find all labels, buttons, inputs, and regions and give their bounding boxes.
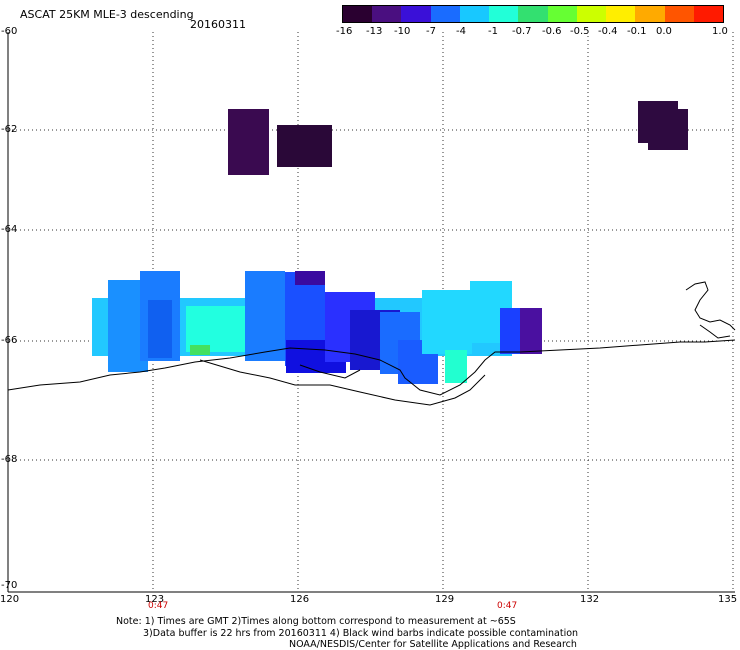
lon-label: 126 (290, 594, 310, 605)
lat-label: -62 (1, 124, 18, 135)
colorbar-swatch (459, 6, 490, 22)
lat-label: -64 (1, 224, 18, 235)
colorbar-swatch (489, 6, 519, 22)
colorbar-swatch (664, 6, 694, 22)
colorbar-label: -0.1 (627, 26, 647, 37)
colorbar-label: -0.6 (542, 26, 562, 37)
lat-label: -68 (1, 454, 18, 465)
lon-label: 129 (435, 594, 455, 605)
colorbar-label: -13 (366, 26, 383, 37)
lon-label: 120 (0, 594, 20, 605)
note-line-1: Note: 1) Times are GMT 2)Times along bot… (116, 616, 516, 627)
coastline (7, 281, 736, 406)
data-cell (422, 290, 472, 354)
colorbar-label: -0.7 (512, 26, 532, 37)
colorbar-swatch (401, 6, 431, 22)
colorbar-swatch (343, 6, 373, 22)
colorbar-label: -10 (394, 26, 411, 37)
lon-label: 123 (145, 594, 165, 605)
colorbar-swatch (518, 6, 548, 22)
colorbar-swatch (606, 6, 636, 22)
data-cell (228, 109, 269, 175)
lon-label: 135 (718, 594, 738, 605)
colorbar-label: -0.4 (598, 26, 618, 37)
colorbar-label: 1.0 (712, 26, 728, 37)
time-label: 0:47 (497, 601, 518, 611)
data-cell (186, 306, 250, 352)
map-frame (7, 32, 735, 593)
note-line-3: NOAA/NESDIS/Center for Satellite Applica… (289, 639, 577, 650)
map-date: 20160311 (190, 18, 246, 31)
colorbar-label: -16 (336, 26, 353, 37)
colorbar-label: -4 (456, 26, 466, 37)
colorbar-swatch (576, 6, 607, 22)
lat-label: -66 (1, 335, 18, 346)
colorbar-label: -0.5 (570, 26, 590, 37)
colorbar-swatch (635, 6, 665, 22)
colorbar (342, 5, 724, 23)
lat-label: -60 (1, 26, 18, 37)
map-title: ASCAT 25KM MLE-3 descending (20, 8, 194, 21)
note-line-2: 3)Data buffer is 22 hrs from 20160311 4)… (143, 628, 579, 639)
data-cell (295, 271, 325, 285)
data-cell (445, 350, 467, 383)
colorbar-label: 0.0 (656, 26, 672, 37)
data-cell (277, 125, 332, 167)
wind-data-cells (92, 101, 688, 384)
lat-label: -70 (1, 580, 18, 591)
colorbar-swatch (693, 6, 724, 22)
time-label: 0:47 (148, 601, 169, 611)
data-cell (148, 300, 172, 358)
data-cell (648, 109, 688, 150)
colorbar-label: -7 (426, 26, 436, 37)
colorbar-swatch (372, 6, 402, 22)
colorbar-swatch (547, 6, 577, 22)
data-cell (190, 345, 210, 355)
colorbar-swatch (430, 6, 460, 22)
colorbar-label: -1 (488, 26, 498, 37)
data-cell (520, 308, 542, 354)
data-cell (245, 271, 285, 361)
lon-label: 132 (580, 594, 600, 605)
